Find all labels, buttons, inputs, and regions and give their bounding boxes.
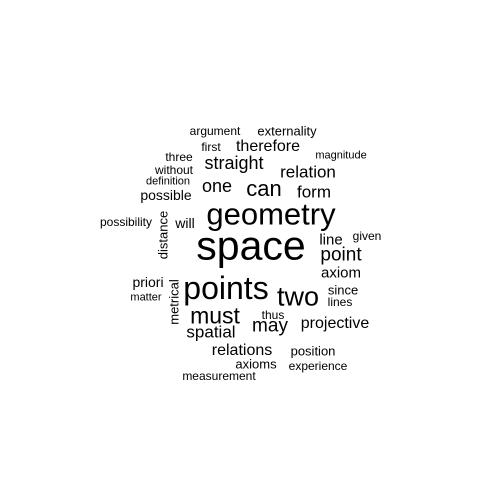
word-relation: relation: [280, 162, 336, 182]
word-priori: priori: [132, 274, 164, 290]
word-axiom: axiom: [320, 264, 362, 282]
word-argument: argument: [189, 124, 241, 138]
word-three: three: [165, 150, 193, 164]
word-measurement: measurement: [182, 369, 256, 383]
word-given: given: [352, 229, 382, 243]
word-definition: definition: [145, 175, 191, 188]
word-space: space: [196, 222, 306, 269]
word-relations: relations: [211, 342, 273, 359]
word-possibility: possibility: [99, 215, 153, 229]
word-point: point: [320, 244, 362, 266]
word-magnitude: magnitude: [315, 149, 367, 162]
word-without: without: [154, 163, 194, 177]
word-geometry: geometry: [206, 196, 336, 232]
word-must: must: [190, 302, 240, 329]
word-one: one: [201, 176, 233, 196]
word-points: points: [183, 270, 269, 306]
word-two: two: [276, 281, 320, 312]
word-can: can: [246, 176, 282, 201]
word-will: will: [175, 215, 195, 231]
word-line: line: [319, 231, 343, 249]
word-axioms: axioms: [235, 356, 277, 372]
word-projective: projective: [300, 315, 370, 332]
word-possible: possible: [140, 187, 192, 203]
word-spatial: spatial: [186, 322, 236, 342]
word-may: may: [252, 315, 288, 337]
word-thus: thus: [261, 308, 285, 322]
word-lines: lines: [327, 295, 353, 309]
word-position: position: [290, 343, 336, 359]
word-experience: experience: [288, 359, 348, 373]
word-therefore: therefore: [235, 138, 301, 155]
word-straight: straight: [204, 153, 264, 173]
word-form: form: [297, 182, 331, 202]
word-since: since: [327, 282, 359, 298]
word-distance: distance: [155, 210, 171, 260]
word-externality: externality: [257, 123, 317, 139]
word-metrical: metrical: [166, 279, 182, 325]
word-matter: matter: [130, 291, 162, 304]
word-first: first: [201, 140, 221, 154]
